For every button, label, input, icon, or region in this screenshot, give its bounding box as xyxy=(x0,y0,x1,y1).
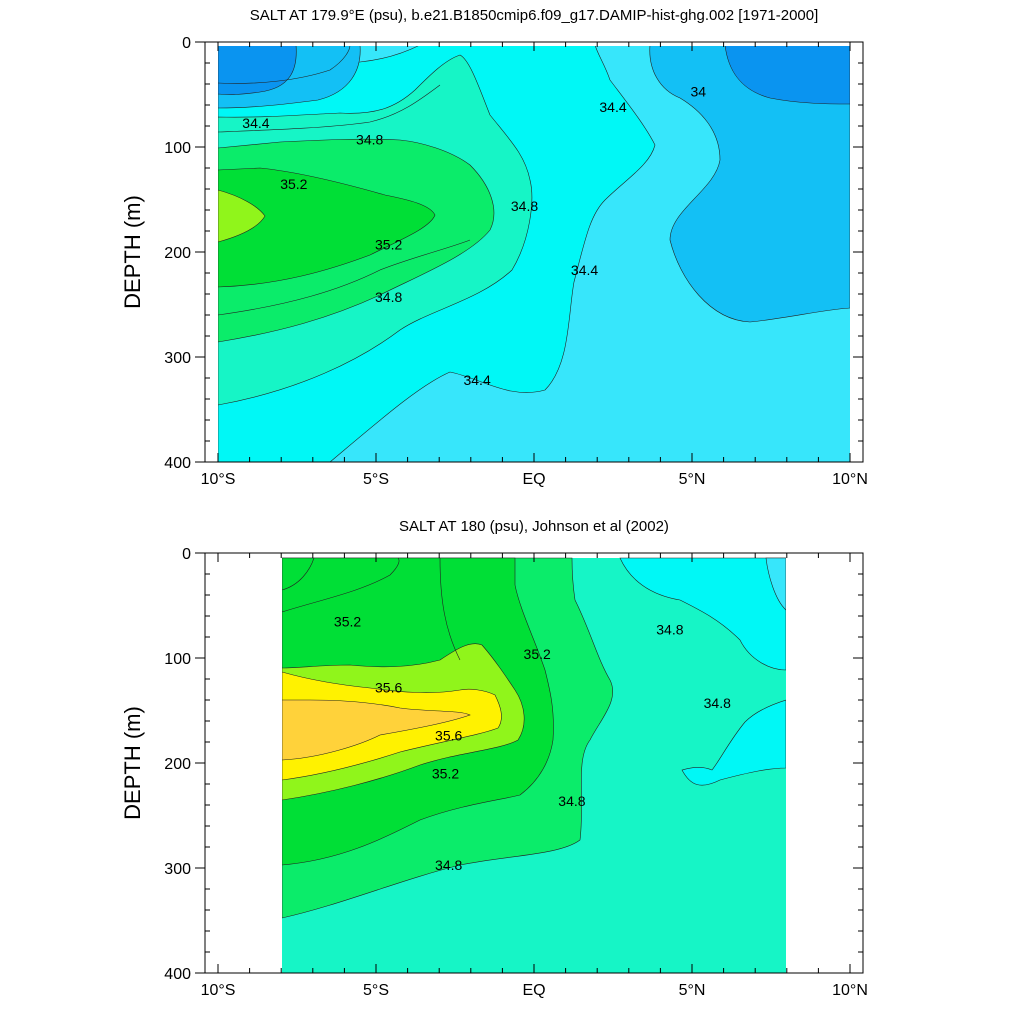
top-band-34.0-north xyxy=(649,44,850,323)
bottom-panel-title: SALT AT 180 (psu), Johnson et al (2002) xyxy=(399,518,669,535)
top-contour-line-2 xyxy=(218,84,441,133)
top-contour-label: 34.4 xyxy=(463,372,490,388)
top-contour-label: 35.2 xyxy=(280,176,307,192)
top-panel: SALT AT 179.9°E (psu), b.e21.B1850cmip6.… xyxy=(120,7,868,488)
bottom-axis-ticks: 10°S 5°S EQ 5°N 10°N 0 100 200 300 400 xyxy=(164,546,868,999)
top-contour-label: 34.4 xyxy=(599,99,626,115)
top-contour-labels: 34.4 34.8 35.2 35.2 34.8 34.4 34.8 34.4 34.4 34 xyxy=(242,83,706,388)
bottom-panel: SALT AT 180 (psu), Johnson et al (2002) … xyxy=(120,518,868,999)
top-xtick-label: 10°S xyxy=(201,471,236,488)
top-contour-label: 35.2 xyxy=(375,237,402,253)
bottom-band-35.8 xyxy=(282,699,471,761)
bottom-contour-label: 35.6 xyxy=(375,679,402,695)
bottom-contour-line-2 xyxy=(282,557,315,591)
top-ytick-label: 300 xyxy=(164,350,191,367)
bottom-contour-field xyxy=(282,557,786,973)
bottom-ytick-label: 100 xyxy=(164,651,191,668)
bottom-xtick-label: 5°S xyxy=(363,982,389,999)
bottom-contour-label: 34.8 xyxy=(435,857,462,873)
bottom-contour-label: 35.2 xyxy=(432,766,459,782)
top-contour-field xyxy=(218,42,850,462)
top-ytick-label: 200 xyxy=(164,245,191,262)
bottom-ytick-label: 0 xyxy=(182,546,191,563)
bottom-contour-label: 35.2 xyxy=(524,646,551,662)
top-xtick-label: EQ xyxy=(522,471,545,488)
bottom-xtick-label: 10°N xyxy=(832,982,868,999)
top-axis-ticks: 10°S 5°S EQ 5°N 10°N 0 100 200 300 400 xyxy=(164,35,868,488)
bottom-band-34.4-topright xyxy=(765,557,786,611)
top-contour-line-1 xyxy=(218,44,351,84)
top-contour-line-3 xyxy=(218,239,471,316)
top-contour-label: 34.8 xyxy=(356,132,383,148)
top-xtick-label: 5°S xyxy=(363,471,389,488)
bottom-xtick-label: EQ xyxy=(522,982,545,999)
bottom-contour-line-1 xyxy=(282,557,400,613)
top-band-35.4 xyxy=(218,189,266,243)
top-ylabel: DEPTH (m) xyxy=(120,195,145,309)
top-panel-title: SALT AT 179.9°E (psu), b.e21.B1850cmip6.… xyxy=(250,7,819,24)
top-contour-label: 34.8 xyxy=(511,198,538,214)
bottom-contour-label: 34.8 xyxy=(656,622,683,638)
bottom-contour-labels: 35.2 35.6 35.6 35.2 34.8 35.2 34.8 34.8 34.8 xyxy=(334,613,731,873)
bottom-ytick-label: 400 xyxy=(164,966,191,983)
top-xtick-label: 10°N xyxy=(832,471,868,488)
bottom-ylabel: DEPTH (m) xyxy=(120,706,145,820)
top-band-35.2 xyxy=(218,167,436,288)
top-ytick-label: 100 xyxy=(164,140,191,157)
bottom-ytick-label: 200 xyxy=(164,756,191,773)
bottom-band-34.4-north xyxy=(681,699,786,786)
top-contour-label: 34.4 xyxy=(571,262,598,278)
top-band-lt34-north xyxy=(724,44,850,105)
top-xtick-label: 5°N xyxy=(679,471,706,488)
top-band-lt34-south xyxy=(218,44,297,95)
bottom-ytick-label: 300 xyxy=(164,861,191,878)
top-contour-label: 34.4 xyxy=(242,115,269,131)
bottom-band-34.4-northtop xyxy=(619,557,786,671)
bottom-xtick-label: 5°N xyxy=(679,982,706,999)
top-contour-label: 34 xyxy=(691,83,707,99)
bottom-xtick-label: 10°S xyxy=(201,982,236,999)
top-ytick-label: 400 xyxy=(164,455,191,472)
bottom-contour-label: 35.2 xyxy=(334,613,361,629)
bottom-contour-line-3 xyxy=(439,557,461,661)
top-contour-label: 34.8 xyxy=(375,289,402,305)
bottom-contour-label: 34.8 xyxy=(704,695,731,711)
top-ytick-label: 0 xyxy=(182,35,191,52)
bottom-contour-label: 35.6 xyxy=(435,728,462,744)
bottom-contour-label: 34.8 xyxy=(558,793,585,809)
